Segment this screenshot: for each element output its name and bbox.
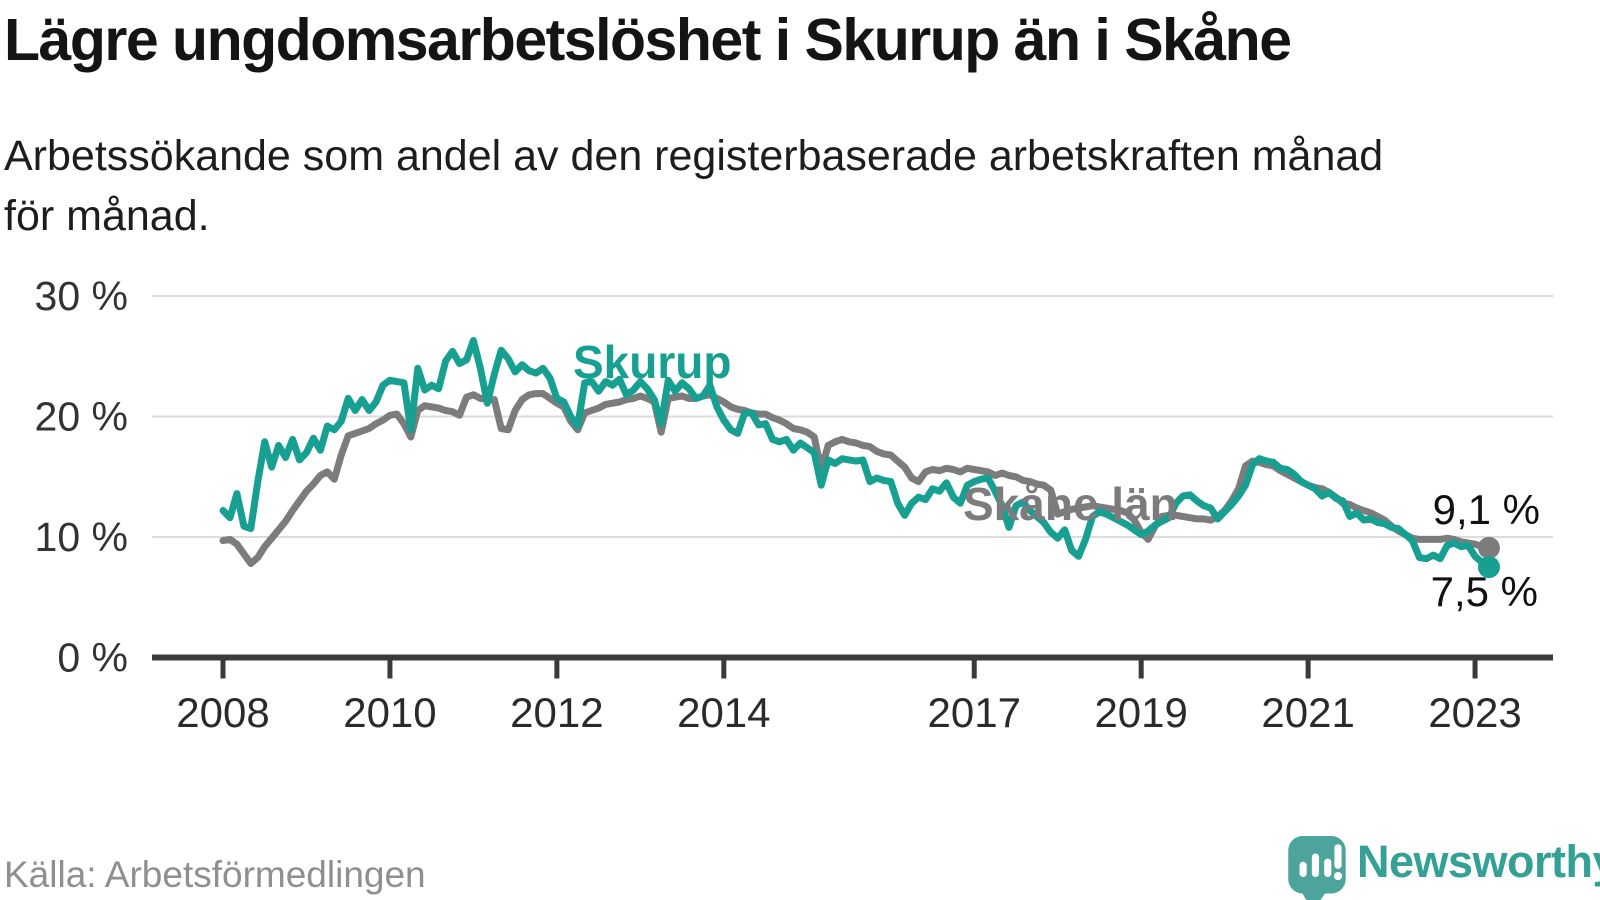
subtitle-line-2: för månad. bbox=[4, 192, 210, 240]
end-dot-skane-lan bbox=[1477, 536, 1500, 559]
end-value-label-skane-lan: 9,1 % bbox=[1433, 486, 1540, 533]
chart-subtitle: Arbetssökande som andel av den registerb… bbox=[4, 126, 1564, 246]
x-tick-label-2014: 2014 bbox=[677, 689, 770, 736]
newsworthy-branding: Newsworthy bbox=[1283, 834, 1600, 900]
end-value-label-skurup: 7,5 % bbox=[1431, 568, 1538, 615]
newsworthy-wordmark: Newsworthy bbox=[1357, 836, 1600, 887]
series-label-skane-lan: Skåne län bbox=[963, 478, 1178, 530]
logo-bar-3 bbox=[1324, 858, 1332, 878]
logo-exclamation-dot bbox=[1333, 871, 1343, 881]
subtitle-line-1: Arbetssökande som andel av den registerb… bbox=[4, 132, 1384, 180]
y-tick-label-0: 0 % bbox=[57, 635, 128, 681]
series-label-skurup: Skurup bbox=[573, 336, 731, 388]
end-dot-skurup bbox=[1477, 556, 1500, 579]
y-tick-label-10: 10 % bbox=[35, 514, 128, 560]
logo-exclamation-bar bbox=[1334, 844, 1342, 869]
x-tick-label-2012: 2012 bbox=[510, 689, 603, 736]
series-line-skurup bbox=[219, 337, 1493, 571]
x-tick-label-2010: 2010 bbox=[343, 689, 436, 736]
x-tick-label-2021: 2021 bbox=[1261, 689, 1354, 736]
logo-bar-1 bbox=[1299, 861, 1307, 878]
source-note: Källa: Arbetsförmedlingen bbox=[4, 854, 426, 895]
x-tick-label-2023: 2023 bbox=[1428, 689, 1521, 736]
logo-bar-2 bbox=[1311, 853, 1320, 878]
y-tick-label-20: 20 % bbox=[35, 394, 128, 440]
chart-title: Lägre ungdomsarbetslöshet i Skurup än i … bbox=[4, 7, 1292, 73]
x-tick-label-2008: 2008 bbox=[176, 689, 269, 736]
x-tick-label-2017: 2017 bbox=[928, 689, 1021, 736]
y-tick-label-30: 30 % bbox=[35, 273, 128, 319]
x-tick-label-2019: 2019 bbox=[1094, 689, 1187, 736]
newsworthy-logo-icon bbox=[1288, 836, 1346, 900]
